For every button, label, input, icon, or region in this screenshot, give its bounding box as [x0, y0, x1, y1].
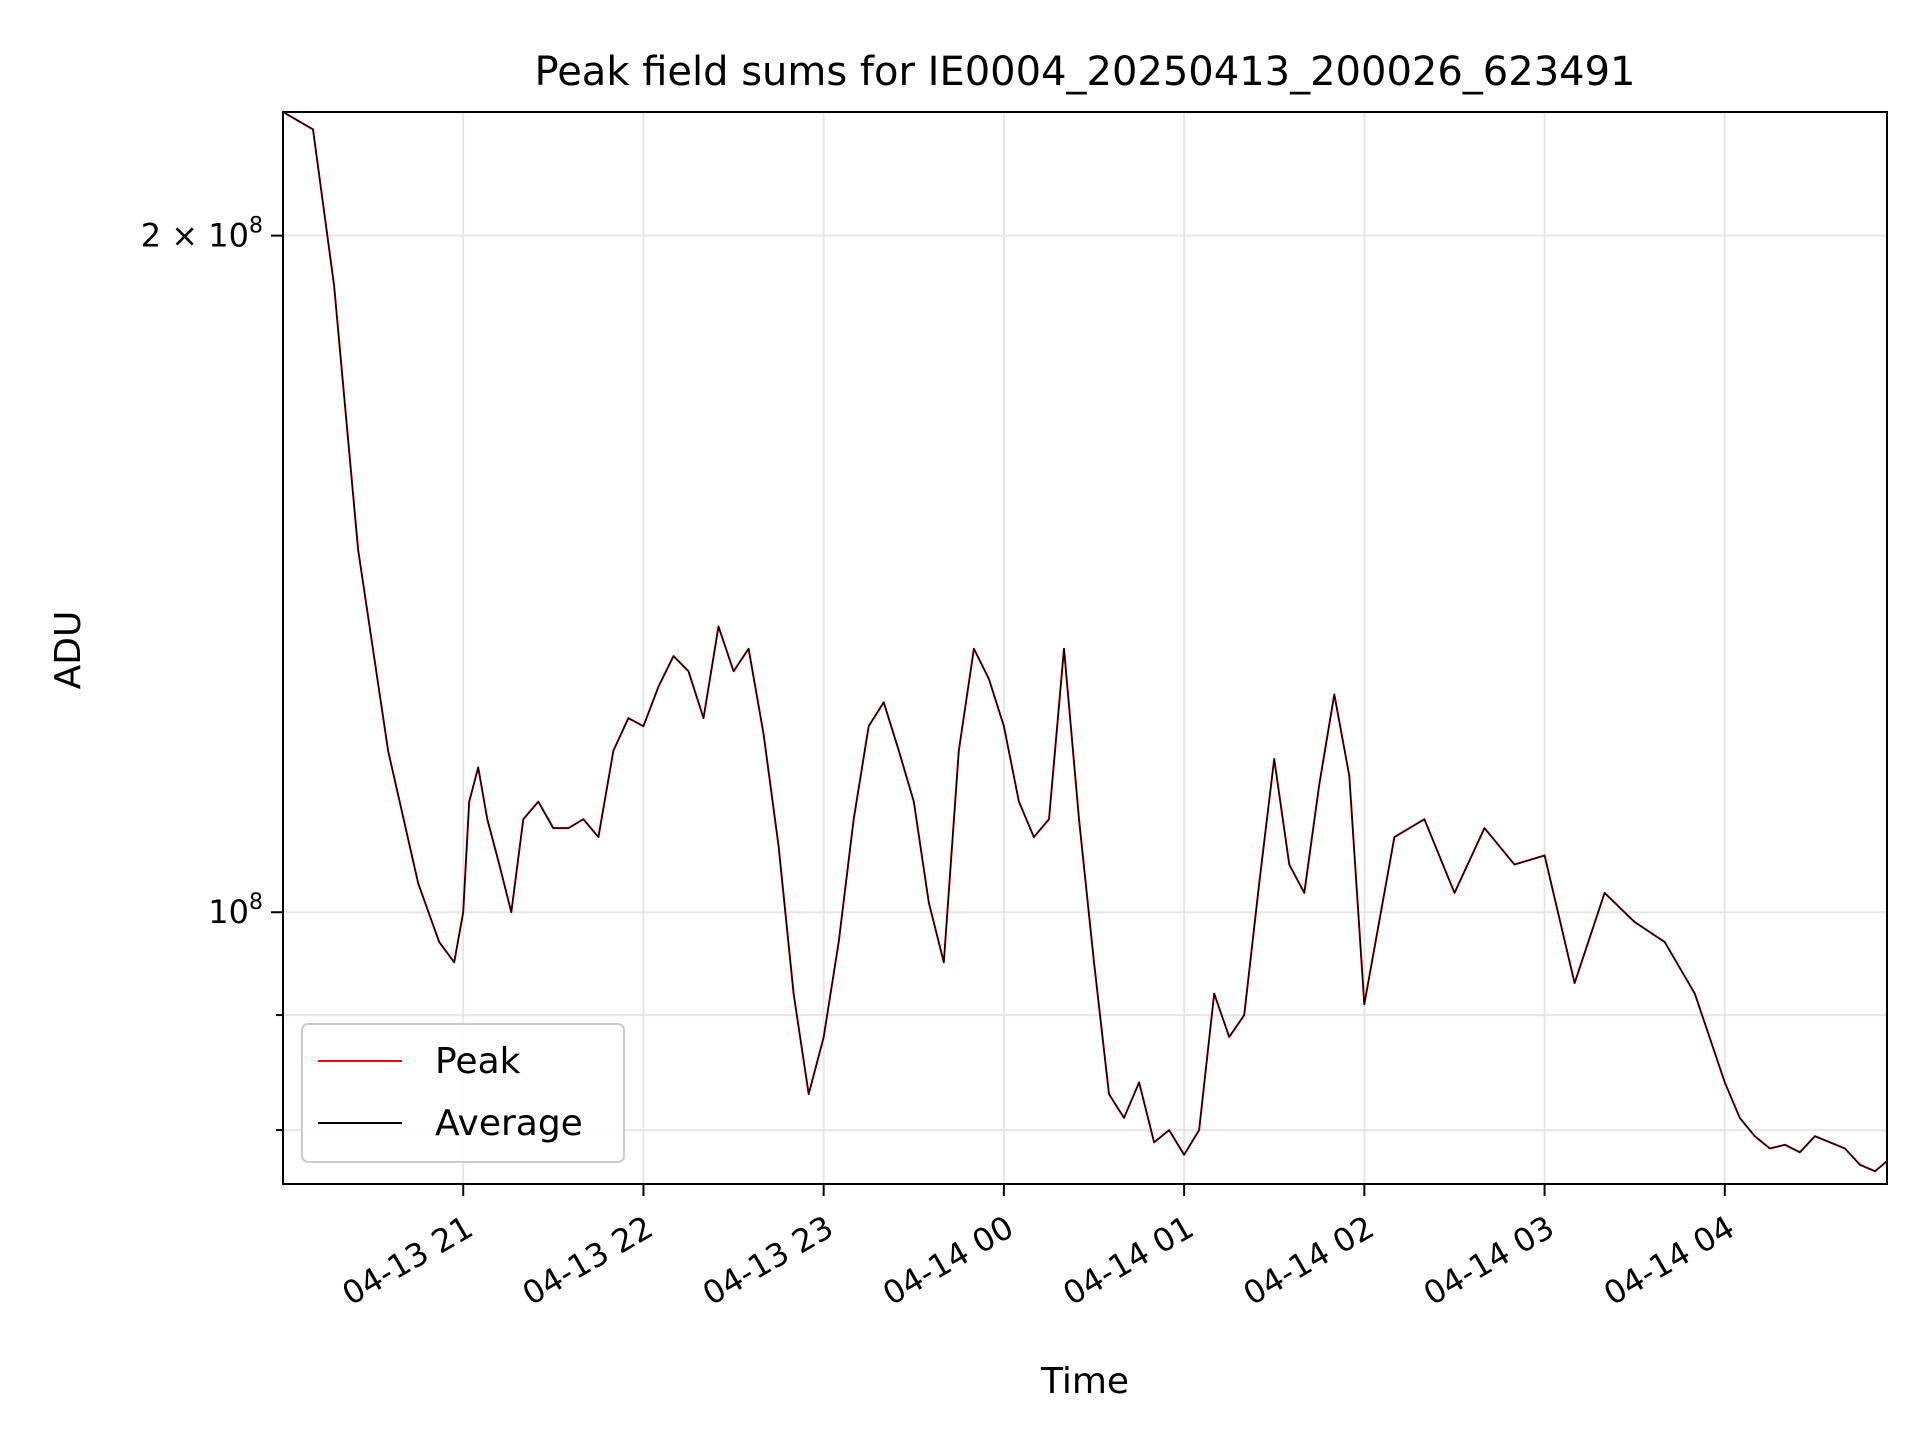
- series-line-average: [282, 111, 1888, 1172]
- legend-label-peak: Peak: [435, 1041, 521, 1082]
- chart-title: Peak field sums for IE0004_20250413_2000…: [535, 49, 1636, 95]
- legend-box: [301, 1023, 625, 1163]
- y-tick-label: 2 × 108: [141, 214, 263, 255]
- x-axis-label: Time: [1040, 1361, 1129, 1402]
- plot-frame: [282, 111, 1888, 1185]
- y-axis-label: ADU: [48, 611, 89, 690]
- legend: Peak Average: [301, 1023, 625, 1163]
- legend-label-average: Average: [435, 1103, 583, 1144]
- series-group: [282, 111, 1888, 1173]
